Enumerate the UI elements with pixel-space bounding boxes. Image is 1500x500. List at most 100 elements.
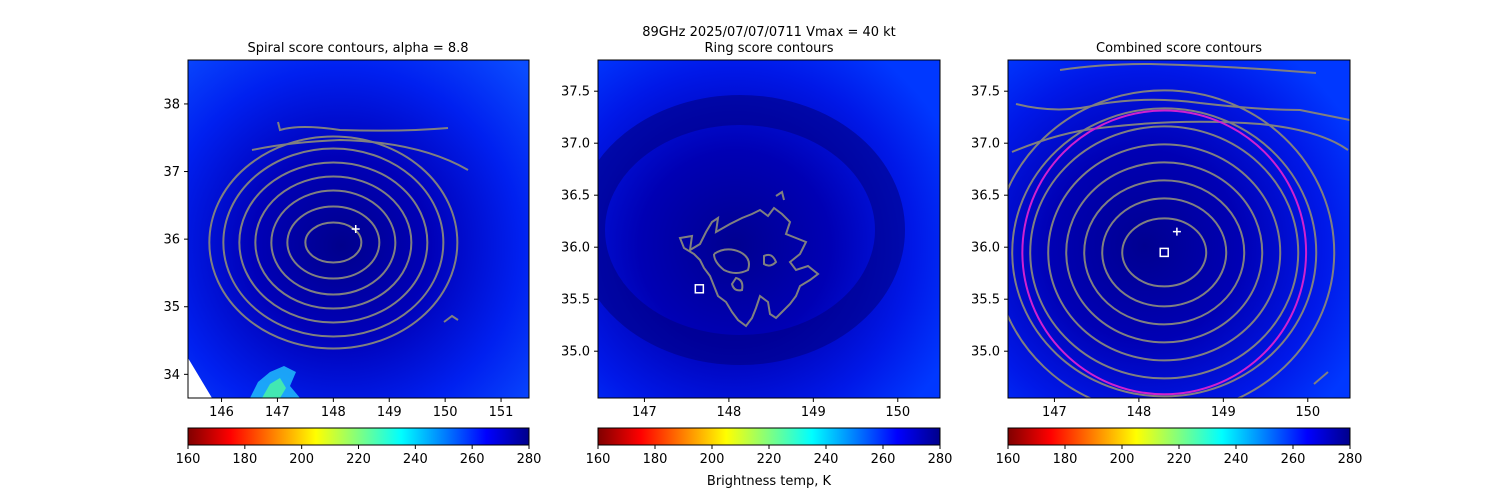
panel-ring-cold-band [598, 95, 905, 365]
colorbar-label: Brightness temp, K [707, 474, 832, 489]
y-tick-label: 37.0 [561, 137, 590, 152]
colorbar-tick-label: 160 [996, 452, 1021, 467]
colorbar-tick-label: 260 [871, 452, 896, 467]
colorbar [597, 427, 941, 446]
contour-line [254, 175, 413, 310]
y-tick-label: 37 [163, 165, 180, 180]
contour-line [270, 189, 397, 296]
x-tick-label: 150 [885, 405, 910, 420]
panel-spiral-frame [187, 59, 530, 399]
panel-spiral-axes: 146 147 148 149 150 151 34 35 36 37 38 [163, 97, 513, 420]
panel-combined-fitted-ring [1021, 109, 1308, 396]
panel-combined-contour-arc [1313, 371, 1329, 385]
square-marker [694, 284, 705, 294]
colorbar [1007, 427, 1351, 446]
panel-combined-contours [1008, 89, 1336, 398]
x-tick-label: 150 [1295, 405, 1320, 420]
y-tick-label: 35 [163, 300, 180, 315]
contour-line [1121, 217, 1208, 288]
colorbar [187, 427, 530, 446]
x-tick-label: 149 [377, 405, 402, 420]
contour-line [286, 205, 381, 280]
panel-spiral-contours [208, 135, 459, 350]
panel-combined-contour-arc [1011, 120, 1349, 153]
colorbar-tick-label: 200 [289, 452, 314, 467]
panel-combined-markers [1159, 227, 1181, 258]
y-tick-label: 37.5 [561, 85, 590, 100]
contour-line [208, 135, 459, 350]
colorbar-tick-label: 220 [757, 452, 782, 467]
y-tick-label: 35.0 [561, 345, 590, 360]
panel-spiral: Spiral score contours, alpha = 8.8 146 14… [163, 41, 530, 420]
x-tick-label: 149 [1211, 405, 1236, 420]
x-tick-label: 147 [1042, 405, 1067, 420]
panel-spiral-markers [351, 225, 360, 233]
panel-ring-markers [694, 284, 705, 294]
y-tick-label: 35.5 [971, 293, 1000, 308]
colorbar-tick-label: 180 [643, 452, 668, 467]
colorbar-tick-label: 220 [1167, 452, 1192, 467]
plus-marker [351, 225, 360, 233]
colorbar-tick-label: 240 [814, 452, 839, 467]
y-tick-label: 36.5 [971, 189, 1000, 204]
contour-line [1008, 89, 1336, 398]
panel-combined-axes: 147 148 149 150 35.0 35.5 36.0 36.5 37.0 37.5 [971, 85, 1320, 420]
panel-spiral-nodata-region [188, 358, 212, 398]
colorbar-tick-label: 180 [1053, 452, 1078, 467]
panel-spiral-contour-arc [277, 121, 449, 132]
colorbar-tick-label: 180 [232, 452, 257, 467]
colorbar-tick-label: 200 [700, 452, 725, 467]
panel-ring: Ring score contours 147 148 149 150 35.0 35.5… [561, 41, 941, 420]
x-tick-label: 147 [632, 405, 657, 420]
colorbar-tick-label: 160 [176, 452, 201, 467]
contour-line [1029, 125, 1300, 380]
colorbar-tick-label: 220 [346, 452, 371, 467]
panel-ring-contour [730, 276, 744, 292]
panel-combined-frame [1007, 59, 1351, 399]
panel-spiral-warm-patch-core [262, 378, 286, 398]
panel-combined-contour-arc [1015, 98, 1350, 121]
colorbar-tick-label: 240 [403, 452, 428, 467]
x-tick-label: 150 [433, 405, 458, 420]
figure-suptitle: 89GHz 2025/07/07/0711 Vmax = 40 kt [642, 25, 896, 40]
panel-spiral-contour-arc [251, 138, 469, 171]
panel-ring-frame [597, 59, 941, 399]
x-tick-label: 151 [489, 405, 514, 420]
panel-combined-title: Combined score contours [1096, 41, 1262, 56]
square-marker [1159, 247, 1169, 258]
panel-spiral-contour-arc [443, 314, 459, 323]
panel-ring-contour [713, 248, 750, 274]
y-tick-label: 37.5 [971, 85, 1000, 100]
panel-ring-contour [775, 190, 785, 201]
colorbar-tick-label: 280 [517, 452, 542, 467]
x-tick-label: 148 [1126, 405, 1151, 420]
colorbar-tick-label: 260 [1281, 452, 1306, 467]
x-tick-label: 148 [716, 405, 741, 420]
y-tick-label: 37.0 [971, 137, 1000, 152]
contour-line [1101, 197, 1228, 308]
y-tick-label: 35.5 [561, 293, 590, 308]
y-tick-label: 38 [163, 97, 180, 112]
colorbar-tick-label: 280 [1338, 452, 1363, 467]
contour-line [1011, 107, 1318, 398]
y-tick-label: 36.0 [561, 241, 590, 256]
panel-combined: Combined score contours 147 148 149 150 35.0… [971, 41, 1351, 420]
panel-combined-contour-arc [1059, 62, 1317, 74]
colorbar-tick-label: 160 [586, 452, 611, 467]
x-tick-label: 146 [209, 405, 234, 420]
colorbar-tick-label: 280 [928, 452, 953, 467]
contour-line [1065, 161, 1264, 344]
contour-line [304, 221, 363, 264]
x-tick-label: 147 [265, 405, 290, 420]
x-tick-label: 148 [321, 405, 346, 420]
y-tick-label: 35.0 [971, 345, 1000, 360]
colorbar-tick-label: 260 [460, 452, 485, 467]
y-tick-label: 36 [163, 233, 180, 248]
panel-ring-axes: 147 148 149 150 35.0 35.5 36.0 36.5 37.0 37.5 [561, 85, 910, 420]
colorbars: 160 180 200 220 240 260 280 160 180 200 220 240 260 2… [176, 427, 1363, 467]
contour-line [222, 147, 445, 338]
colorbar-tick-label: 200 [1110, 452, 1135, 467]
plus-marker [1172, 227, 1181, 236]
y-tick-label: 36.0 [971, 241, 1000, 256]
